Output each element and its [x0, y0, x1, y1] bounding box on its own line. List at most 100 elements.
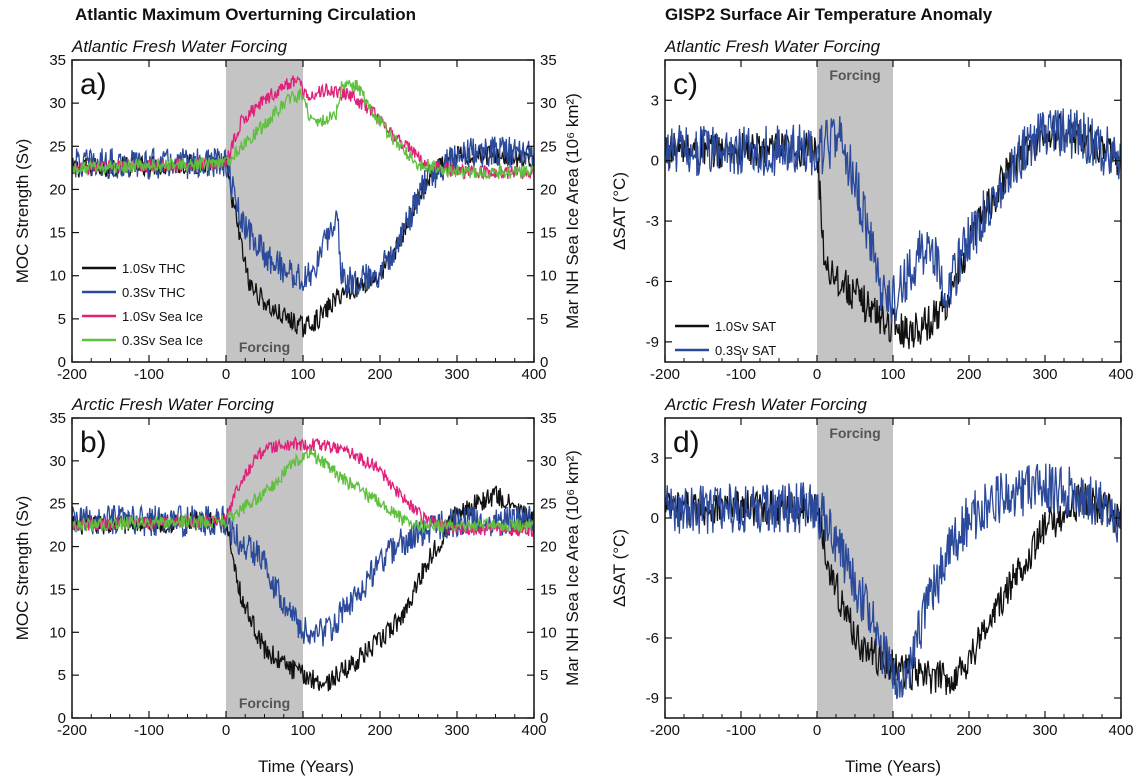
- x-tick-label: 0: [222, 366, 230, 383]
- y-tick-label: -3: [646, 570, 659, 587]
- y-tick-label: 35: [49, 410, 66, 427]
- x-tick-label: 0: [813, 366, 821, 383]
- forcing-label: Forcing: [829, 425, 880, 441]
- x-tick-label: -100: [134, 366, 164, 383]
- y-tick-label: 30: [49, 95, 66, 112]
- y2-tick-label: 0: [540, 710, 548, 727]
- x-tick-label: 200: [367, 366, 392, 383]
- series-line-0-3sv-sat: [665, 108, 1121, 325]
- x-tick-label: 400: [1108, 366, 1133, 383]
- panel-a: Atlantic Fresh Water Forcing Forcing -200 -…: [13, 37, 582, 383]
- panel-d: Arctic Fresh Water Forcing Forcing -200 -10…: [610, 395, 1134, 739]
- y-tick-label: 10: [49, 268, 66, 285]
- y2-tick-label: 15: [540, 581, 557, 598]
- y-tick-label: 35: [49, 52, 66, 69]
- y2-tick-label: 30: [540, 453, 557, 470]
- y-tick-label: 15: [49, 581, 66, 598]
- left-column-title: Atlantic Maximum Overturning Circulation: [75, 5, 416, 24]
- series-line-0-3sv-thc: [72, 135, 534, 296]
- y-tick-label: 25: [49, 138, 66, 155]
- y-tick-label: 3: [651, 450, 659, 467]
- x-tick-label: 300: [444, 722, 469, 739]
- panel-c: Atlantic Fresh Water Forcing Forcing -200 -…: [610, 37, 1134, 383]
- y-tick-label: 0: [58, 354, 66, 371]
- y2-tick-label: 20: [540, 539, 557, 556]
- panels: Atlantic Fresh Water Forcing Forcing -200 -…: [13, 37, 1134, 739]
- panel-letter: c): [673, 68, 698, 101]
- y-tick-label: -6: [646, 630, 659, 647]
- x-tick-label: 200: [367, 722, 392, 739]
- y-axis-label: ΔSAT (°C): [610, 172, 629, 250]
- x-tick-label: 300: [444, 366, 469, 383]
- panel-subtitle: Arctic Fresh Water Forcing: [71, 395, 274, 414]
- forcing-label: Forcing: [239, 339, 290, 355]
- x-tick-label: 300: [1032, 722, 1057, 739]
- x-tick-label: 400: [521, 366, 546, 383]
- forcing-shade: [817, 418, 893, 718]
- x-tick-label: -200: [650, 366, 680, 383]
- y-tick-label: -6: [646, 273, 659, 290]
- y-tick-label: 25: [49, 496, 66, 513]
- legend-label: 1.0Sv Sea Ice: [122, 309, 203, 324]
- y-tick-label: 0: [58, 710, 66, 727]
- y2-axis-label: Mar NH Sea Ice Area (10⁶ km²): [563, 93, 582, 329]
- y-axis-label: ΔSAT (°C): [610, 529, 629, 607]
- x-tick-label: 200: [956, 366, 981, 383]
- y2-tick-label: 20: [540, 181, 557, 198]
- panel-subtitle: Atlantic Fresh Water Forcing: [71, 37, 288, 56]
- right-column-title: GISP2 Surface Air Temperature Anomaly: [665, 5, 993, 24]
- series-line-0-3sv-sea-ice: [72, 79, 534, 180]
- panel-subtitle: Atlantic Fresh Water Forcing: [664, 37, 881, 56]
- x-tick-label: 200: [956, 722, 981, 739]
- x-tick-label: -200: [57, 722, 87, 739]
- x-tick-label: 100: [880, 366, 905, 383]
- x-axis-label-right: Time (Years): [845, 757, 941, 776]
- x-tick-label: 100: [290, 722, 315, 739]
- forcing-shade: [817, 60, 893, 362]
- x-tick-label: -100: [726, 366, 756, 383]
- y-tick-label: 3: [651, 92, 659, 109]
- y2-tick-label: 5: [540, 311, 548, 328]
- x-tick-label: 400: [521, 722, 546, 739]
- y-tick-label: 5: [58, 311, 66, 328]
- panel-subtitle: Arctic Fresh Water Forcing: [664, 395, 867, 414]
- y-tick-label: 5: [58, 667, 66, 684]
- legend-label: 0.3Sv Sea Ice: [122, 333, 203, 348]
- y2-tick-label: 25: [540, 496, 557, 513]
- y2-tick-label: 25: [540, 138, 557, 155]
- y2-tick-label: 35: [540, 410, 557, 427]
- panel-b: Arctic Fresh Water Forcing Forcing -200 -10…: [13, 395, 582, 739]
- y-tick-label: 20: [49, 181, 66, 198]
- x-tick-label: -200: [57, 366, 87, 383]
- y-tick-label: 20: [49, 539, 66, 556]
- legend-label: 0.3Sv SAT: [715, 343, 776, 358]
- panel-letter: a): [80, 68, 107, 101]
- x-tick-label: -100: [726, 722, 756, 739]
- y-tick-label: 15: [49, 225, 66, 242]
- series-line-0-3sv-thc: [72, 504, 534, 647]
- legend-label: 0.3Sv THC: [122, 285, 185, 300]
- x-tick-label: 0: [222, 722, 230, 739]
- y2-tick-label: 15: [540, 225, 557, 242]
- forcing-label: Forcing: [829, 67, 880, 83]
- y-tick-label: -9: [646, 690, 659, 707]
- x-axis-label-left: Time (Years): [258, 757, 354, 776]
- x-tick-label: -200: [650, 722, 680, 739]
- legend-label: 1.0Sv THC: [122, 261, 185, 276]
- y-tick-label: 10: [49, 624, 66, 641]
- x-tick-label: 100: [290, 366, 315, 383]
- x-tick-label: -100: [134, 722, 164, 739]
- y2-tick-label: 10: [540, 268, 557, 285]
- y-axis-label: MOC Strength (Sv): [13, 139, 32, 284]
- y-axis-label: MOC Strength (Sv): [13, 496, 32, 641]
- panel-letter: d): [673, 426, 700, 459]
- y-tick-label: 0: [651, 153, 659, 170]
- y-tick-label: 30: [49, 453, 66, 470]
- y-tick-label: 0: [651, 510, 659, 527]
- series-line-0-3sv-sat: [665, 463, 1121, 700]
- panel-letter: b): [80, 426, 107, 459]
- x-tick-label: 300: [1032, 366, 1057, 383]
- legend-label: 1.0Sv SAT: [715, 319, 776, 334]
- y2-axis-label: Mar NH Sea Ice Area (10⁶ km²): [563, 450, 582, 686]
